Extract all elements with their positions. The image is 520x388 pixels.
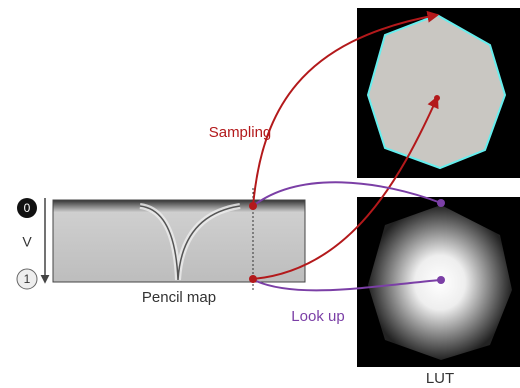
sample-point bbox=[249, 202, 257, 210]
lookup-point bbox=[437, 199, 445, 207]
diagram: 0 V 1 Sampling Look up Pencil map LUT bbox=[0, 0, 520, 388]
pencil-map-label: Pencil map bbox=[142, 289, 216, 306]
v-end: 1 bbox=[24, 272, 31, 286]
sampling-label: Sampling bbox=[209, 124, 272, 141]
lookup-point bbox=[437, 276, 445, 284]
v-label: V bbox=[22, 234, 32, 250]
lookup-label: Look up bbox=[291, 308, 344, 325]
target-point bbox=[434, 95, 440, 101]
lut-label: LUT bbox=[426, 370, 454, 387]
v-start: 0 bbox=[24, 201, 31, 215]
sample-point bbox=[249, 275, 257, 283]
